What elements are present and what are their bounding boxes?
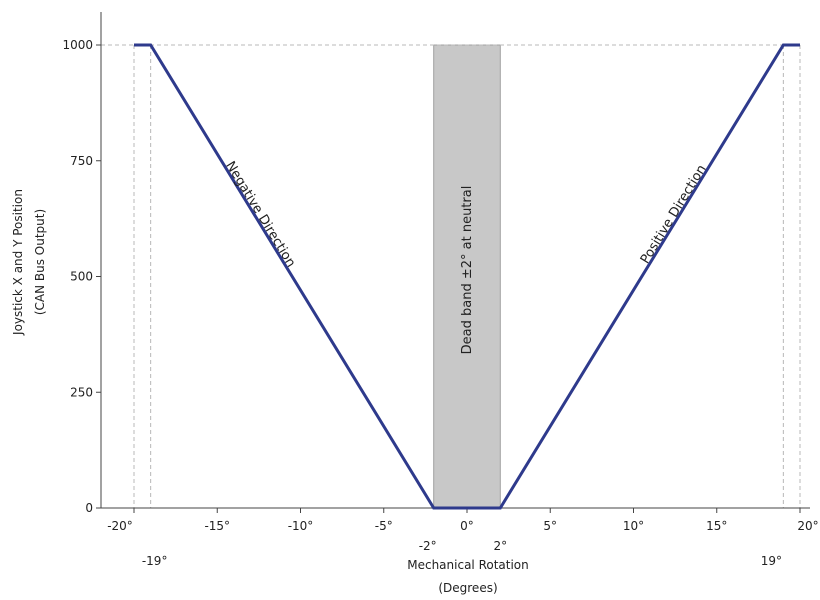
- x-tick-label-secondary: -19°: [142, 554, 168, 568]
- y-axis-title: Joystick X and Y Position: [11, 189, 25, 336]
- positive-direction-label: Positive Direction: [638, 162, 710, 266]
- x-tick-label: -5°: [375, 519, 393, 533]
- series-group: [134, 43, 800, 510]
- x-tick-label: -10°: [288, 519, 314, 533]
- negative-direction-label: Negative Direction: [222, 159, 298, 270]
- x-tick-label: 10°: [623, 519, 644, 533]
- y-axis-subtitle: (CAN Bus Output): [33, 209, 47, 315]
- x-tick-labels: -20° -15° -10° -5° 0° 5° 10° 15° 20° -19° -2° 2° 19°: [107, 508, 819, 568]
- y-tick-label: 1000: [62, 38, 93, 52]
- x-tick-label-secondary: 19°: [761, 554, 782, 568]
- x-axis-unit: (Degrees): [438, 581, 497, 595]
- x-axis-title: Mechanical Rotation: [407, 558, 529, 572]
- x-tick-label: 0°: [460, 519, 474, 533]
- y-tick-label: 750: [70, 154, 93, 168]
- y-tick-labels: 0 250 500 750 1000: [62, 38, 101, 515]
- x-tick-label: -15°: [204, 519, 230, 533]
- y-tick-label: 500: [70, 270, 93, 284]
- x-tick-label-secondary: 2°: [493, 539, 507, 553]
- y-tick-label: 250: [70, 385, 93, 399]
- dead-band-region: [433, 44, 501, 509]
- dead-band-group: Dead band ±2° at neutral: [433, 44, 501, 509]
- dead-band-label: Dead band ±2° at neutral: [460, 186, 475, 355]
- axis-titles: Mechanical Rotation (Degrees) Joystick X…: [11, 189, 529, 595]
- y-tick-label: 0: [85, 501, 93, 515]
- x-tick-label: 15°: [706, 519, 727, 533]
- x-tick-label: 5°: [543, 519, 557, 533]
- x-tick-label: -20°: [107, 519, 133, 533]
- reference-lines: [101, 44, 801, 508]
- x-tick-label: 20°: [797, 519, 818, 533]
- x-tick-label-secondary: -2°: [419, 539, 437, 553]
- series-line: [134, 43, 800, 510]
